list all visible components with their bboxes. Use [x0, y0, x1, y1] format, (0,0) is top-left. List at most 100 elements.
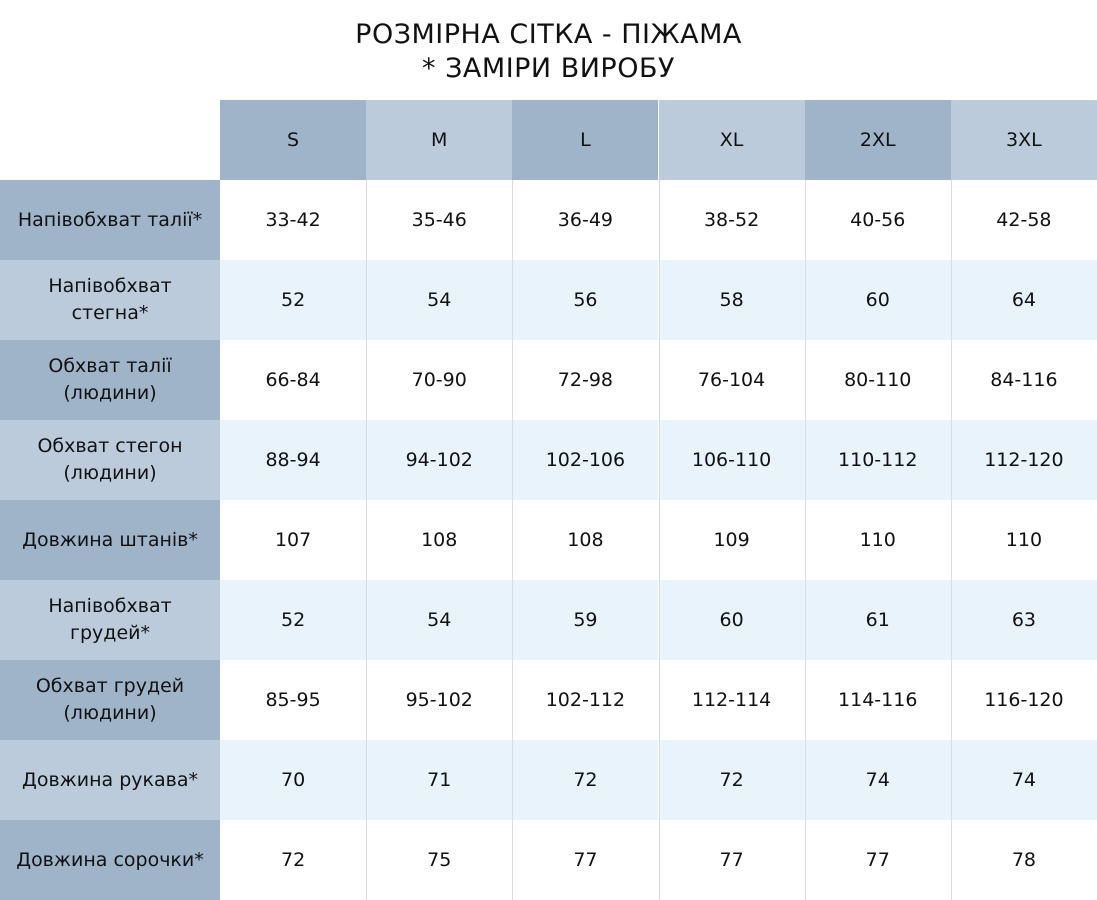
cell-text: Довжина сорочки*: [16, 848, 204, 871]
row-header: Довжина рукава*: [0, 740, 220, 820]
data-cell: 110: [950, 500, 1097, 580]
cell-text: 109: [713, 528, 750, 551]
data-cell: 66-84: [220, 340, 367, 420]
data-cell: 70: [220, 740, 367, 820]
cell-text: 78: [1011, 848, 1036, 871]
cell-text: XL: [719, 128, 744, 151]
cell-text: 110: [1005, 528, 1043, 551]
column-divider: [804, 180, 806, 900]
cell-text: Довжина штанів*: [22, 528, 198, 551]
row-header: Довжина штанів*: [0, 500, 220, 580]
column-header: L: [512, 100, 659, 180]
data-cell: 77: [804, 820, 951, 900]
data-cell: 77: [512, 820, 659, 900]
data-cell: 59: [512, 580, 659, 660]
cell-text: 33-42: [265, 208, 321, 231]
cell-text: Напівобхват: [48, 275, 172, 297]
data-cell: 94-102: [366, 420, 513, 500]
data-cell: 108: [366, 500, 513, 580]
data-cell: 36-49: [512, 180, 659, 260]
cell-text: 52: [280, 608, 306, 631]
cell-text: 52: [280, 288, 306, 311]
cell-text: 112-120: [984, 448, 1064, 471]
cell-text: стегна*: [71, 302, 149, 324]
cell-text: 116-120: [984, 688, 1064, 711]
cell-text: 75: [427, 848, 452, 871]
data-cell: 77: [658, 820, 805, 900]
data-cell: 61: [804, 580, 951, 660]
cell-text: 108: [421, 528, 458, 551]
cell-text: 88-94: [265, 448, 321, 471]
cell-text: 71: [427, 768, 452, 791]
cell-text: Обхват талії: [48, 355, 172, 377]
column-header: 2XL: [804, 100, 951, 180]
cell-text: 54: [427, 288, 452, 311]
cell-text: 110: [859, 528, 896, 551]
column-header: 3XL: [950, 100, 1097, 180]
cell-text: 77: [573, 848, 598, 871]
cell-text: S: [287, 128, 300, 151]
cell-text: Обхват стегон: [37, 435, 183, 457]
cell-text: Обхват грудей: [35, 675, 185, 697]
column-header: S: [220, 100, 367, 180]
data-cell: 106-110: [658, 420, 805, 500]
data-cell: 72-98: [512, 340, 659, 420]
cell-text: 102-106: [545, 448, 626, 471]
column-divider: [366, 180, 368, 900]
data-cell: 78: [950, 820, 1097, 900]
cell-text: 106-110: [691, 448, 772, 471]
cell-text: 72-98: [557, 368, 614, 391]
row-header: Довжина сорочки*: [0, 820, 220, 900]
data-cell: 38-52: [658, 180, 805, 260]
data-cell: 54: [366, 580, 513, 660]
data-cell: 116-120: [950, 660, 1097, 740]
cell-text: 85-95: [265, 688, 321, 711]
column-divider: [950, 180, 952, 900]
cell-text: 63: [1011, 608, 1036, 631]
data-cell: 88-94: [220, 420, 367, 500]
data-cell: 74: [804, 740, 951, 820]
data-cell: 102-112: [512, 660, 659, 740]
cell-text: 72: [573, 768, 598, 791]
title-line: РОЗМІРНА СІТКА - ПІЖАМА: [355, 19, 742, 50]
cell-text: 80-110: [844, 368, 912, 391]
cell-text: 114-116: [838, 688, 918, 711]
row-header: Напівобхват стегна*: [0, 260, 220, 340]
data-cell: 58: [658, 260, 805, 340]
data-cell: 72: [512, 740, 659, 820]
cell-text: (людини): [63, 382, 157, 404]
title: РОЗМІРНА СІТКА - ПІЖАМА * ЗАМІРИ ВИРОБУ: [0, 18, 1097, 86]
data-cell: 72: [658, 740, 805, 820]
data-cell: 75: [366, 820, 513, 900]
cell-text: грудей*: [70, 622, 150, 644]
cell-text: 60: [865, 288, 890, 311]
column-divider: [658, 180, 660, 900]
data-cell: 110-112: [804, 420, 951, 500]
cell-text: 77: [865, 848, 890, 871]
data-cell: 35-46: [366, 180, 513, 260]
data-cell: 102-106: [512, 420, 659, 500]
data-cell: 60: [658, 580, 805, 660]
data-cell: 52: [220, 580, 367, 660]
cell-text: 95-102: [405, 688, 473, 711]
data-cell: 60: [804, 260, 951, 340]
cell-text: L: [580, 128, 591, 151]
cell-text: 72: [719, 768, 744, 791]
data-cell: 33-42: [220, 180, 367, 260]
row-header: Обхват талії (людини): [0, 340, 220, 420]
cell-text: 60: [719, 608, 744, 631]
cell-text: 64: [1011, 288, 1036, 311]
cell-text: 40-56: [850, 208, 906, 231]
cell-text: 72: [280, 848, 306, 871]
cell-text: (людини): [63, 462, 157, 484]
cell-text: Напівобхват талії*: [17, 208, 203, 231]
cell-text: M: [431, 128, 448, 151]
cell-text: 108: [567, 528, 604, 551]
cell-text: 42-58: [996, 208, 1052, 231]
cell-text: 74: [865, 768, 890, 791]
cell-text: Напівобхват: [48, 595, 172, 617]
data-cell: 63: [950, 580, 1097, 660]
row-header: Напівобхват талії*: [0, 180, 220, 260]
cell-text: 54: [427, 608, 452, 631]
